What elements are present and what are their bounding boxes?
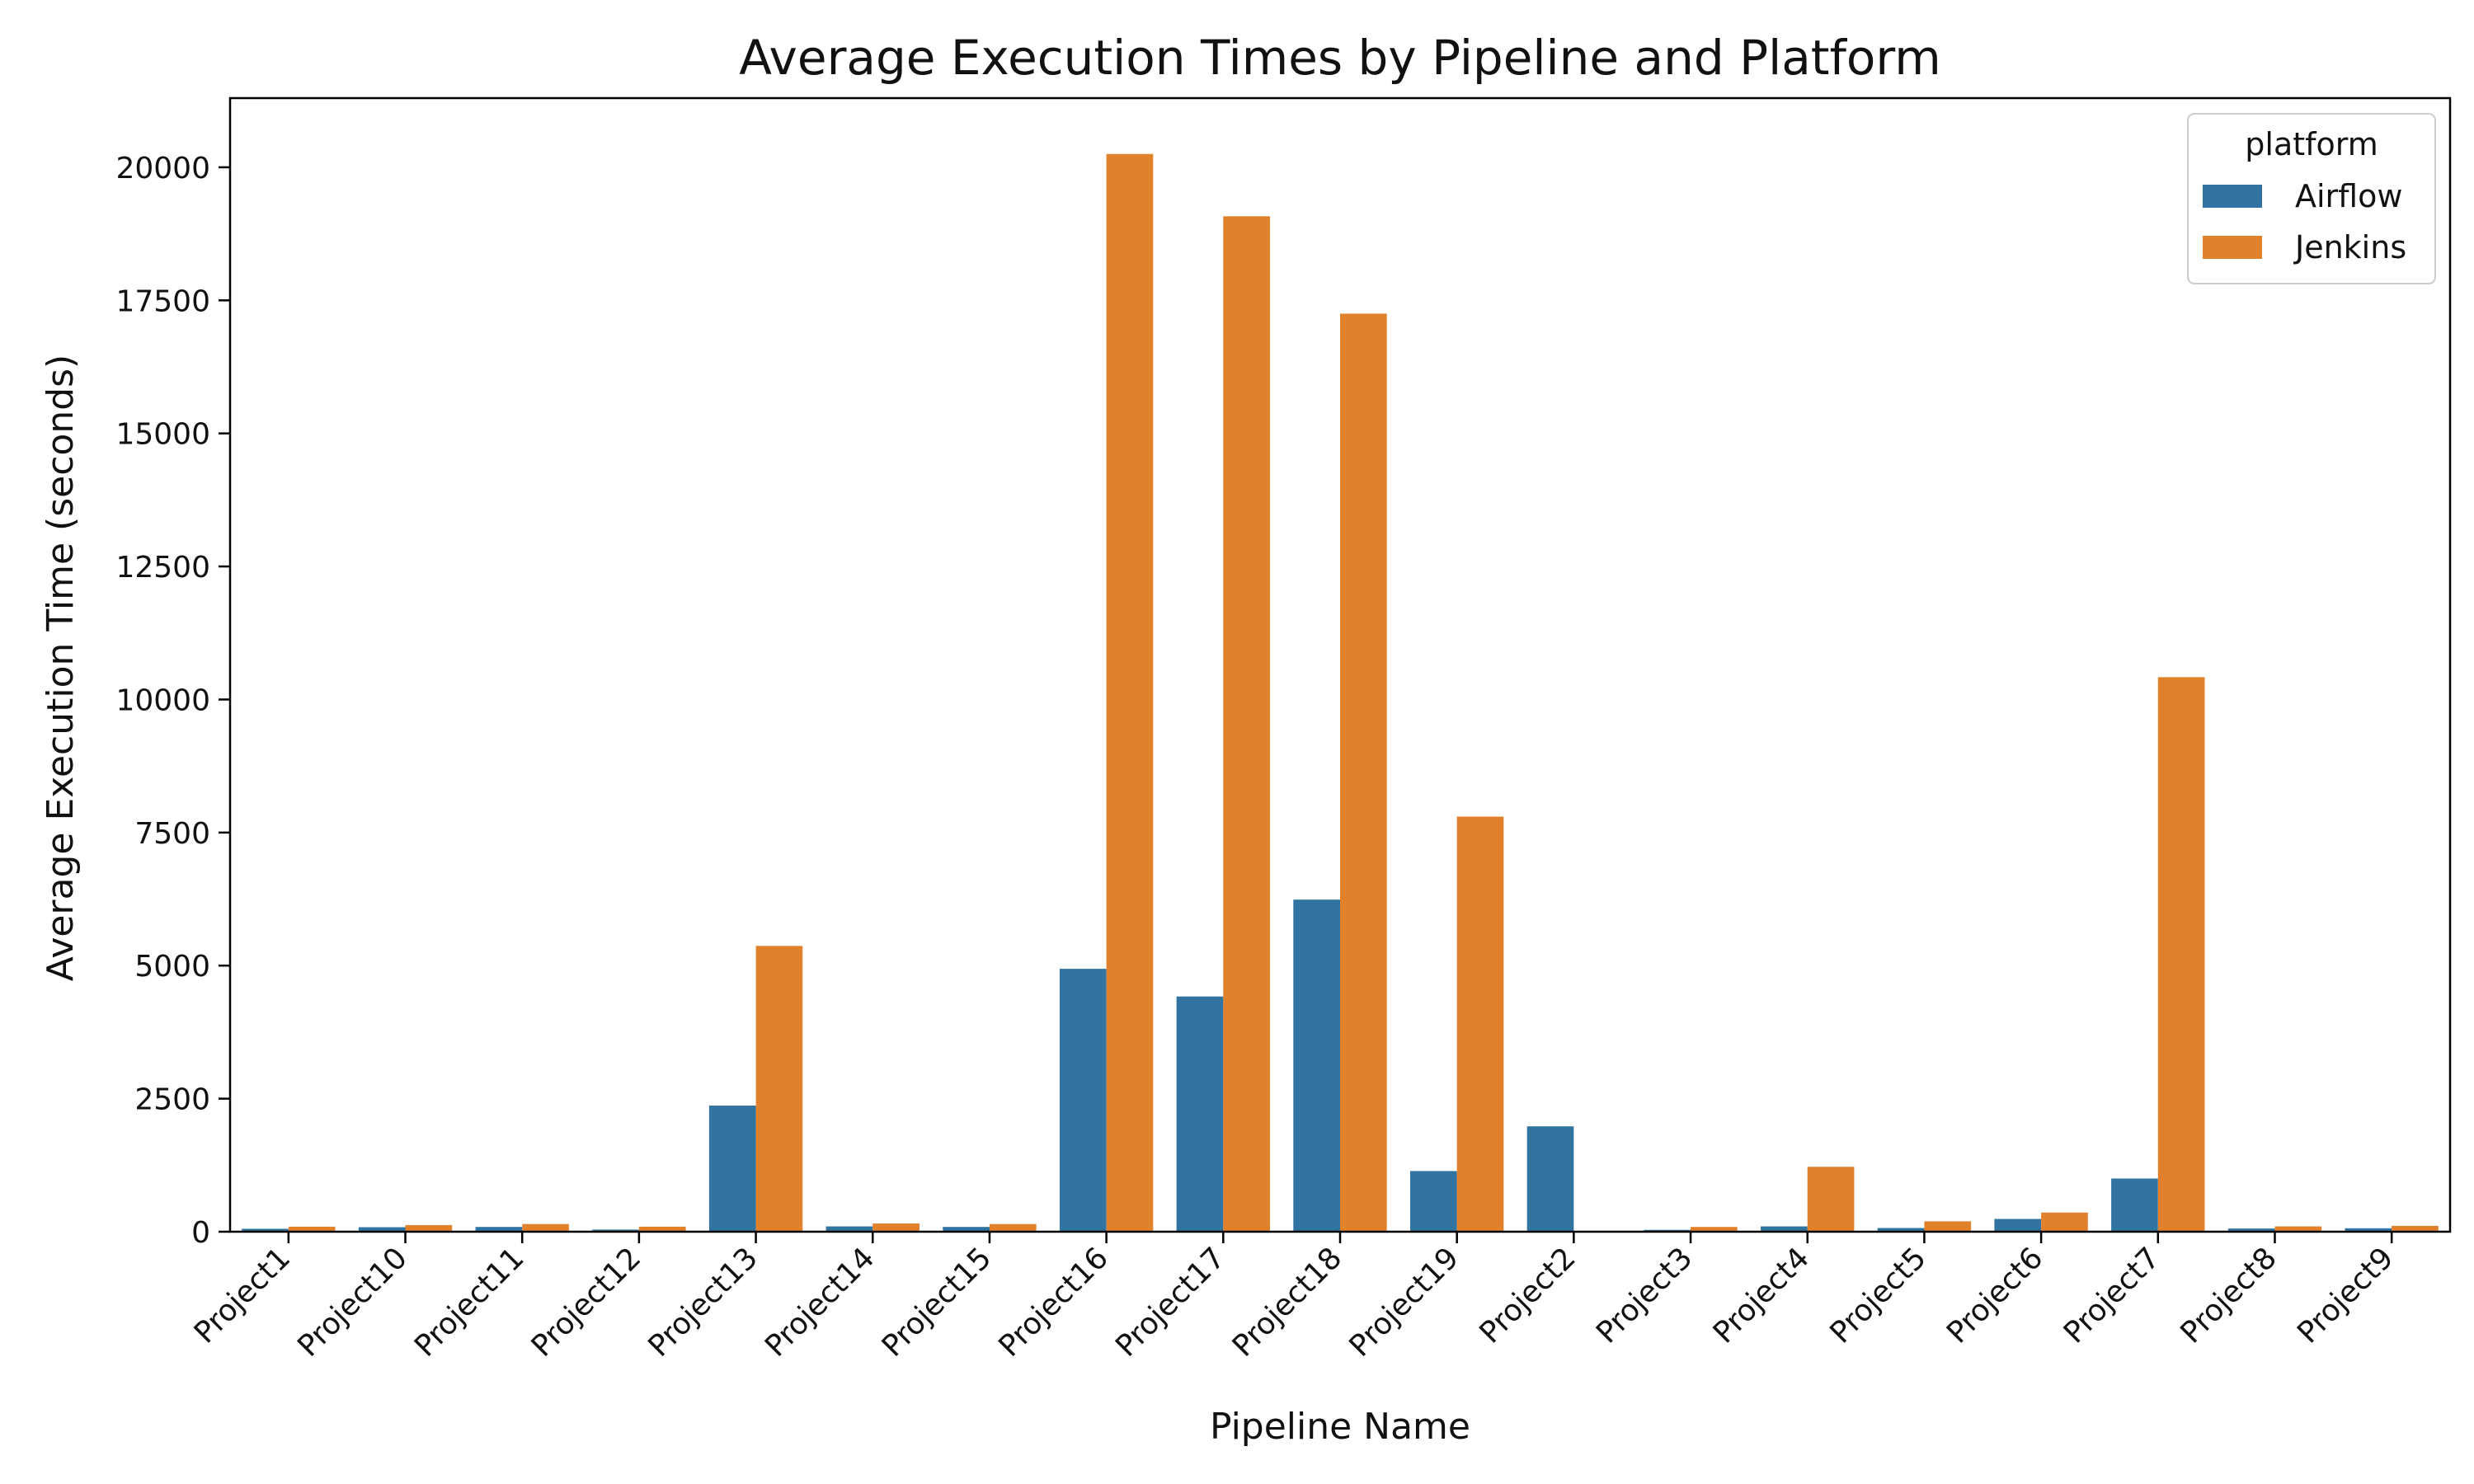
bar-airflow-project17 (1176, 996, 1224, 1232)
x-axis-label: Pipeline Name (1210, 1406, 1470, 1448)
bar-jenkins-project15 (989, 1223, 1037, 1232)
bar-airflow-project12 (592, 1229, 639, 1232)
bar-airflow-project19 (1410, 1171, 1457, 1232)
bar-airflow-project1 (242, 1228, 289, 1232)
legend: platform Airflow Jenkins (2187, 113, 2436, 284)
plot-frame (228, 96, 2452, 1233)
chart-title: Average Execution Times by Pipeline and … (739, 30, 1940, 86)
bar-jenkins-project17 (1223, 216, 1270, 1233)
bars-layer (242, 153, 2439, 1233)
bar-jenkins-project4 (1807, 1167, 1855, 1232)
bar-airflow-project5 (1877, 1228, 1925, 1232)
bar-airflow-project11 (475, 1227, 523, 1232)
y-tick-label: 17500 (115, 284, 210, 318)
bar-airflow-project18 (1293, 899, 1340, 1232)
y-tick-label: 10000 (115, 683, 210, 717)
bar-jenkins-project16 (1106, 153, 1154, 1232)
bar-jenkins-project6 (2041, 1212, 2088, 1232)
bar-jenkins-project5 (1924, 1221, 1972, 1232)
y-tick-label: 5000 (134, 950, 210, 984)
bar-jenkins-project12 (638, 1226, 686, 1232)
legend-swatch-jenkins (2203, 236, 2262, 259)
legend-label-jenkins: Jenkins (2293, 229, 2406, 265)
bar-airflow-project14 (825, 1226, 873, 1232)
bar-jenkins-project9 (2392, 1225, 2439, 1232)
bar-jenkins-project10 (405, 1224, 453, 1232)
bar-airflow-project16 (1059, 969, 1107, 1232)
bar-jenkins-project19 (1456, 816, 1504, 1232)
bar-jenkins-project7 (2157, 677, 2205, 1232)
bar-airflow-project7 (2111, 1178, 2158, 1232)
bar-airflow-project9 (2345, 1228, 2392, 1232)
legend-label-airflow: Airflow (2295, 178, 2402, 214)
bar-airflow-project15 (943, 1227, 990, 1232)
bar-jenkins-project3 (1691, 1227, 1738, 1232)
y-axis-label: Average Execution Time (seconds) (40, 355, 82, 981)
y-tick-label: 2500 (134, 1083, 210, 1117)
y-tick-label: 20000 (115, 152, 210, 186)
bar-airflow-project6 (1994, 1219, 2042, 1232)
y-axis-ticks: 0 2500 5000 7500 10000 12500 15000 17500 20000 (115, 152, 230, 1250)
legend-title: platform (2245, 126, 2378, 162)
bar-jenkins-project14 (872, 1223, 920, 1232)
bar-airflow-project2 (1526, 1126, 1574, 1232)
bar-airflow-project8 (2227, 1228, 2275, 1232)
bar-airflow-project10 (358, 1227, 406, 1232)
legend-swatch-airflow (2203, 185, 2262, 208)
bar-jenkins-project8 (2274, 1226, 2322, 1232)
bar-airflow-project4 (1761, 1226, 1808, 1232)
y-tick-label: 15000 (115, 418, 210, 452)
bar-jenkins-project11 (522, 1223, 569, 1232)
y-tick-label: 0 (191, 1216, 210, 1250)
y-tick-label: 12500 (115, 551, 210, 585)
bar-jenkins-project18 (1340, 313, 1387, 1233)
bar-jenkins-project13 (755, 946, 803, 1232)
bar-airflow-project13 (708, 1106, 756, 1232)
y-tick-label: 7500 (134, 817, 210, 851)
bar-jenkins-project1 (288, 1226, 336, 1232)
